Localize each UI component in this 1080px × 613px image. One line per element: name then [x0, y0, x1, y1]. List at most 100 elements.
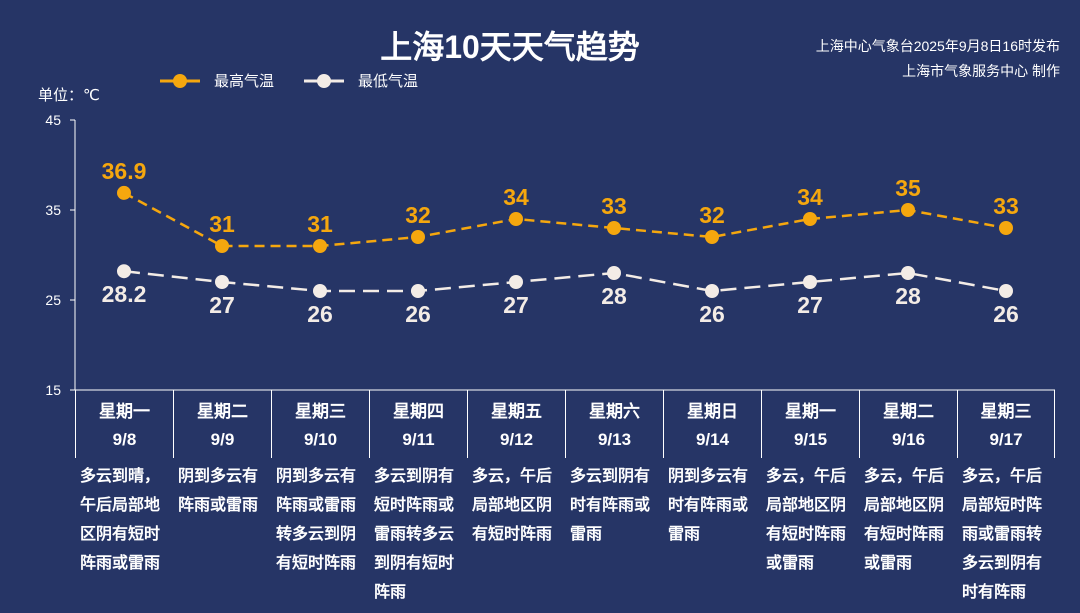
weather-description: 多云到阴有短时阵雨或雷雨转多云到阴有短时阵雨 — [374, 468, 455, 601]
data-point — [803, 212, 817, 226]
day-cell: 星期六 9/13 — [565, 390, 663, 458]
weather-description: 阴到多云有阵雨或雷雨 — [178, 468, 259, 514]
weekday-label: 星期三 — [295, 402, 346, 421]
data-label: 36.9 — [102, 158, 147, 184]
date-label: 9/9 — [210, 430, 235, 449]
y-axis-unit: 单位：℃ — [38, 87, 100, 104]
data-point — [313, 284, 327, 298]
date-label: 9/8 — [112, 430, 137, 449]
weekday-label: 星期六 — [589, 402, 640, 421]
data-label: 28.2 — [102, 281, 147, 307]
data-point — [215, 275, 229, 289]
data-label: 27 — [503, 292, 529, 318]
weather-description: 多云，午后局部地区阴有短时阵雨或雷雨 — [766, 468, 847, 572]
legend-marker-high-icon — [160, 73, 200, 88]
legend-item-low: 最低气温 — [304, 70, 418, 91]
data-point — [901, 266, 915, 280]
data-point — [215, 239, 229, 253]
series-line-0 — [123, 191, 1007, 248]
data-point — [607, 221, 621, 235]
data-label: 33 — [993, 193, 1019, 219]
data-label: 26 — [405, 301, 431, 327]
weather-description: 多云到晴，午后局部地区阴有短时阵雨或雷雨 — [80, 468, 161, 572]
source-line-1: 上海中心气象台2025年9月8日16时发布 — [815, 38, 1060, 54]
legend-marker-low-icon — [304, 73, 345, 88]
data-label: 27 — [209, 292, 235, 318]
data-point — [705, 230, 719, 244]
date-label: 9/10 — [303, 430, 338, 449]
data-label: 32 — [699, 202, 725, 228]
day-cell: 星期一 9/8 — [75, 390, 173, 458]
page-title: 上海10天天气趋势 — [380, 29, 640, 65]
weekday-label: 星期一 — [99, 402, 150, 421]
data-label: 31 — [209, 211, 235, 237]
data-point — [999, 221, 1013, 235]
data-point — [411, 284, 425, 298]
data-point — [705, 284, 719, 298]
date-label: 9/12 — [499, 430, 534, 449]
date-label: 9/13 — [597, 430, 632, 449]
data-label: 34 — [503, 184, 529, 210]
legend-item-high: 最高气温 — [160, 70, 274, 91]
data-point — [509, 275, 523, 289]
data-point — [901, 203, 915, 217]
day-header-row: 星期一 9/8 星期二 9/9 星期三 9/10 星期四 9/11 星期五 9/12 星期六 9/13… — [75, 390, 1055, 458]
data-point — [117, 264, 131, 279]
day-cell: 星期三 9/17 — [957, 390, 1055, 458]
day-cell: 星期日 9/14 — [663, 390, 761, 458]
data-label: 26 — [699, 301, 725, 327]
description-row: 多云到晴，午后局部地区阴有短时阵雨或雷雨 阴到多云有阵雨或雷雨 阴到多云有阵雨或雷雨… — [75, 462, 1055, 607]
data-label: 26 — [307, 301, 333, 327]
weather-description: 多云到阴有时有阵雨或雷雨 — [570, 468, 651, 543]
y-tick-label: 25 — [45, 292, 61, 308]
day-cell: 星期二 9/16 — [859, 390, 957, 458]
data-label: 27 — [797, 292, 823, 318]
day-cell: 星期二 9/9 — [173, 390, 271, 458]
series-line-1 — [123, 269, 1007, 293]
date-label: 9/14 — [695, 430, 730, 449]
data-label: 32 — [405, 202, 431, 228]
y-tick-label: 45 — [45, 112, 61, 128]
day-cell: 星期一 9/15 — [761, 390, 859, 458]
weekday-label: 星期二 — [883, 402, 934, 421]
data-label: 28 — [895, 283, 921, 309]
data-label: 34 — [797, 184, 823, 210]
date-label: 9/17 — [989, 430, 1023, 449]
day-cell: 星期四 9/11 — [369, 390, 467, 458]
data-label: 28 — [601, 283, 627, 309]
data-point — [411, 230, 425, 244]
date-label: 9/16 — [891, 430, 926, 449]
date-label: 9/11 — [402, 430, 435, 449]
data-label: 35 — [895, 175, 921, 201]
weekday-label: 星期五 — [491, 402, 542, 421]
date-label: 9/15 — [793, 430, 828, 449]
weekday-label: 星期日 — [687, 402, 738, 421]
source-line-2: 上海市气象服务中心 制作 — [902, 63, 1060, 79]
weekday-label: 星期三 — [980, 402, 1032, 421]
legend-label-low: 最低气温 — [358, 73, 419, 90]
data-point — [803, 275, 817, 289]
data-point — [313, 239, 327, 253]
source-info: 上海中心气象台2025年9月8日16时发布 上海市气象服务中心 制作 — [816, 34, 1060, 84]
data-point — [509, 212, 523, 226]
day-cell: 星期三 9/10 — [271, 390, 369, 458]
weekday-label: 星期二 — [197, 402, 248, 421]
weather-description: 多云，午后局部短时阵雨或雷雨转多云到阴有时有阵雨 — [962, 468, 1043, 601]
data-point — [607, 266, 621, 280]
weekday-label: 星期四 — [393, 402, 444, 421]
weekday-label: 星期一 — [785, 402, 836, 421]
weather-description: 多云，午后局部地区阴有短时阵雨 — [472, 468, 553, 543]
weather-description: 多云，午后局部地区阴有短时阵雨或雷雨 — [864, 468, 945, 572]
legend: 最高气温 最低气温 — [160, 70, 418, 91]
data-label: 26 — [993, 301, 1019, 327]
data-point — [117, 185, 131, 200]
legend-label-high: 最高气温 — [214, 73, 275, 90]
data-point — [999, 284, 1013, 298]
data-label: 31 — [307, 211, 333, 237]
y-tick-label: 35 — [45, 202, 61, 218]
day-cell: 星期五 9/12 — [467, 390, 565, 458]
y-tick-label: 15 — [45, 382, 61, 398]
weather-description: 阴到多云有阵雨或雷雨转多云到阴有短时阵雨 — [276, 468, 357, 572]
data-label: 33 — [601, 193, 627, 219]
